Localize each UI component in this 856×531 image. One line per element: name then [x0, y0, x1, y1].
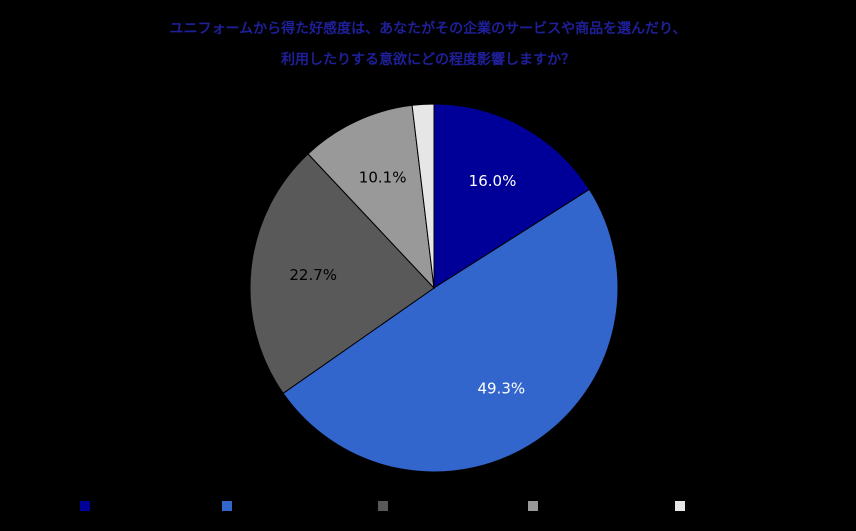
pie-slice-4 — [307, 104, 435, 290]
legend-item-1 — [80, 499, 98, 513]
legend-swatch-5 — [675, 501, 685, 511]
pie-data-labels: 16.0% 49.3% 22.7% 10.1% — [289, 168, 525, 397]
pie-label-3: 22.7% — [289, 266, 337, 284]
pie-label-4: 10.1% — [359, 168, 407, 186]
legend-item-5 — [675, 499, 693, 513]
chart-title-line-1: ユニフォームから得た好感度は、あなたがその企業のサービスや商品を選んだり、 — [169, 21, 687, 37]
legend-item-4 — [528, 499, 546, 513]
legend — [0, 499, 856, 513]
chart-title: ユニフォームから得た好感度は、あなたがその企業のサービスや商品を選んだり、 利用… — [0, 14, 856, 76]
pie-slice-5 — [411, 103, 435, 289]
chart-title-line-2: 利用したりする意欲にどの程度影響しますか？ — [281, 52, 575, 68]
legend-item-2 — [222, 499, 240, 513]
legend-swatch-3 — [378, 501, 388, 511]
pie-label-2: 49.3% — [477, 380, 525, 398]
legend-swatch-2 — [222, 501, 232, 511]
pie-slice-2 — [282, 188, 619, 473]
legend-swatch-1 — [80, 501, 90, 511]
pie-label-1: 16.0% — [469, 172, 517, 190]
pie-slices — [249, 103, 619, 473]
legend-swatch-4 — [528, 501, 538, 511]
pie-slice-1 — [433, 103, 591, 289]
legend-item-3 — [378, 499, 396, 513]
pie-slice-3 — [249, 153, 435, 395]
